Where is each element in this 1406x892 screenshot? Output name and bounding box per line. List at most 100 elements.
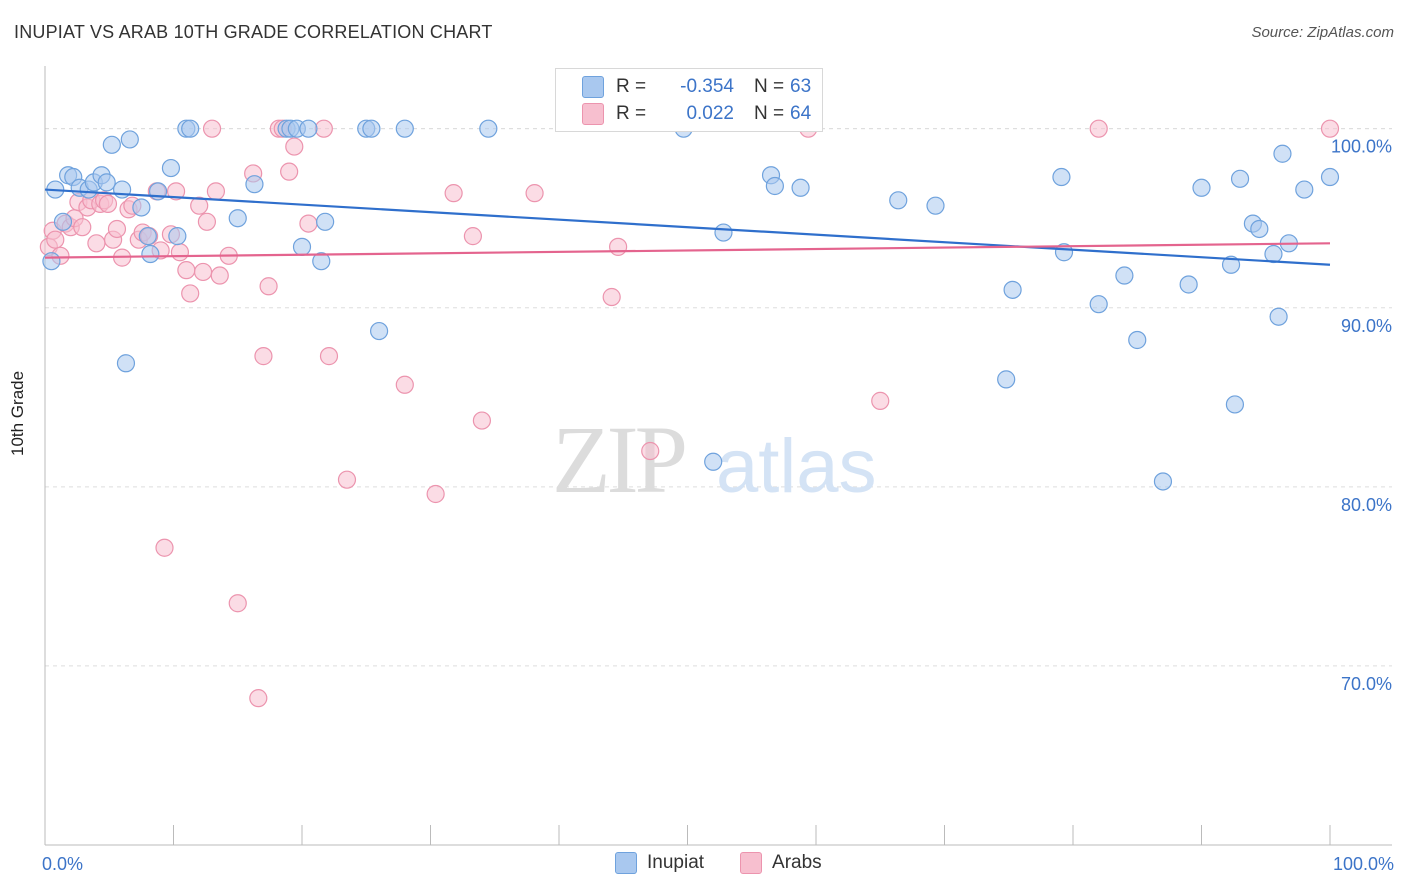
- y-tick-label: 80.0%: [1341, 495, 1392, 515]
- y-tick-label: 70.0%: [1341, 674, 1392, 694]
- arab-point: [166, 182, 186, 201]
- n-label: N =: [754, 76, 785, 97]
- inupiat-point: [370, 321, 389, 341]
- legend-item-arabs[interactable]: Arabs: [740, 852, 822, 874]
- inupiat-point: [714, 223, 733, 242]
- inupiat-point: [926, 196, 945, 215]
- arab-point: [463, 227, 483, 246]
- arab-point: [249, 689, 268, 708]
- inupiat-point: [889, 191, 908, 210]
- y-tick-label: 100.0%: [1331, 137, 1392, 157]
- watermark-zip: ZIP: [552, 406, 685, 513]
- inupiat-point: [42, 252, 61, 271]
- inupiat-legend-swatch: [615, 852, 637, 874]
- chart-title: INUPIAT VS ARAB 10TH GRADE CORRELATION C…: [14, 22, 493, 42]
- arab-point: [1089, 119, 1108, 138]
- inupiat-point: [97, 173, 116, 192]
- inupiat-point: [997, 370, 1016, 389]
- inupiat-point: [1225, 395, 1245, 414]
- inupiat-point: [161, 158, 181, 178]
- legend-label-inupiat: Inupiat: [647, 852, 705, 873]
- inupiat-point: [1115, 266, 1134, 285]
- series-legend: Inupiat Arabs: [615, 852, 858, 874]
- n-label: N =: [754, 103, 785, 124]
- arab-point: [444, 184, 463, 203]
- inupiat-point: [1295, 180, 1314, 199]
- inupiat-point: [1221, 255, 1241, 274]
- arab-point: [1320, 119, 1340, 138]
- y-axis-label: 10th Grade: [8, 370, 27, 456]
- x-tick-label-min: 0.0%: [42, 854, 83, 874]
- inupiat-point: [116, 354, 136, 373]
- y-tick-label: 90.0%: [1341, 316, 1392, 336]
- r-value-arabs: 0.022: [686, 103, 734, 124]
- legend-item-inupiat[interactable]: Inupiat: [615, 852, 704, 874]
- n-value-inupiat: 63: [790, 76, 812, 97]
- arab-point: [197, 212, 217, 231]
- arab-trend-line: [44, 242, 1331, 259]
- arab-point: [73, 218, 92, 237]
- r-value-inupiat: -0.354: [680, 76, 734, 97]
- inupiat-point: [181, 119, 200, 138]
- data-points: [39, 119, 1340, 708]
- arab-point: [602, 287, 621, 307]
- trend-lines: [44, 188, 1331, 266]
- tick-labels: 70.0% 80.0% 90.0% 100.0% 0.0% 100.0%: [42, 137, 1394, 874]
- watermark-atlas: atlas: [716, 424, 877, 509]
- arab-point: [46, 230, 65, 249]
- inupiat-point: [1230, 169, 1250, 188]
- inupiat-point: [1153, 472, 1173, 491]
- n-value-arabs: 64: [790, 103, 812, 124]
- source-label: Source: ZipAtlas.com: [1251, 24, 1394, 41]
- r-label: R =: [616, 76, 647, 97]
- inupiat-point: [1273, 144, 1292, 163]
- stats-legend: R = -0.354 N = 63 R = 0.022 N = 64: [555, 68, 823, 132]
- inupiat-trend-line: [44, 188, 1331, 266]
- inupiat-point: [1003, 280, 1022, 299]
- arab-point: [202, 119, 222, 138]
- inupiat-point: [395, 119, 414, 138]
- inupiat-swatch: [582, 76, 604, 98]
- inupiat-point: [132, 198, 151, 217]
- arab-point: [299, 214, 318, 233]
- r-label: R =: [616, 103, 647, 124]
- arab-point: [609, 237, 628, 256]
- inupiat-point: [1320, 167, 1340, 187]
- arab-point: [426, 484, 445, 504]
- inupiat-point: [312, 252, 331, 271]
- arab-point: [181, 284, 200, 303]
- inupiat-point: [1269, 307, 1288, 326]
- stats-row-arabs: R = 0.022 N = 64: [556, 101, 811, 127]
- arab-point: [98, 194, 118, 213]
- inupiat-point: [292, 237, 312, 256]
- legend-label-arabs: Arabs: [772, 852, 822, 873]
- inupiat-point: [1250, 219, 1269, 239]
- watermark: ZIP atlas: [552, 406, 877, 513]
- arab-point: [87, 234, 106, 253]
- arab-point: [641, 441, 660, 461]
- arab-point: [525, 184, 544, 203]
- inupiat-point: [765, 176, 784, 196]
- inupiat-point: [1128, 330, 1147, 350]
- arab-point: [254, 347, 273, 366]
- arab-point: [259, 277, 278, 296]
- inupiat-point: [228, 209, 247, 228]
- inupiat-point: [120, 130, 139, 149]
- inupiat-point: [102, 135, 121, 154]
- inupiat-point: [704, 452, 723, 471]
- inupiat-point: [53, 212, 73, 231]
- grid-lines: [45, 128, 1392, 667]
- arab-point: [319, 347, 339, 366]
- arab-point: [280, 162, 299, 181]
- inupiat-point: [245, 175, 264, 194]
- inupiat-point: [791, 178, 810, 197]
- arab-point: [155, 538, 174, 557]
- inupiat-point: [479, 119, 498, 138]
- inupiat-point: [362, 119, 381, 138]
- inupiat-point: [168, 227, 187, 246]
- arab-point: [190, 196, 209, 215]
- arabs-legend-swatch: [740, 852, 763, 874]
- arab-point: [472, 411, 491, 430]
- arab-point: [170, 243, 190, 262]
